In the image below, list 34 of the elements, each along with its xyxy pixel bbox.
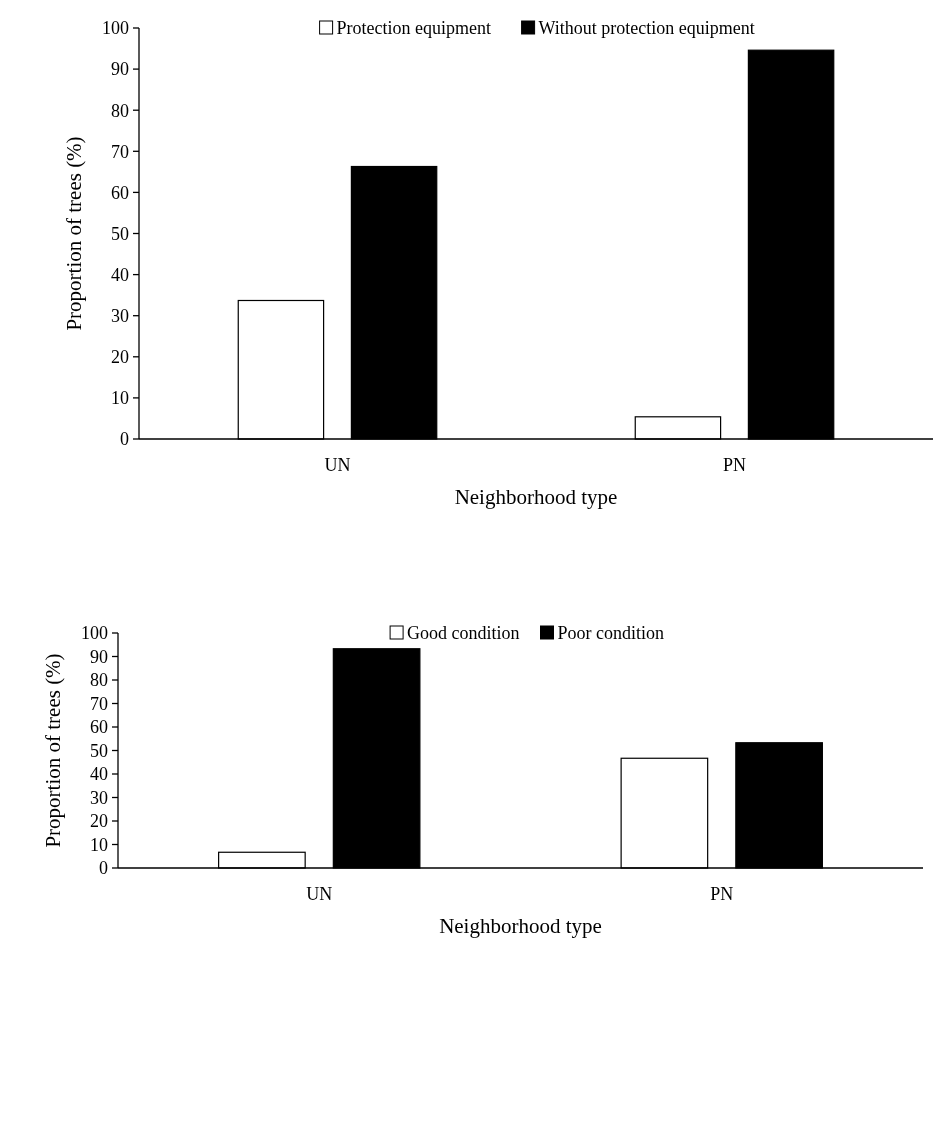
y-tick-label: 40 bbox=[111, 264, 129, 285]
y-axis-title: Proportion of trees (%) bbox=[62, 136, 86, 331]
y-tick-label: 80 bbox=[111, 100, 129, 121]
y-tick-label: 70 bbox=[111, 141, 129, 162]
y-tick-label: 60 bbox=[111, 182, 129, 203]
x-tick-label: PN bbox=[710, 884, 734, 904]
y-tick-label: 0 bbox=[120, 429, 129, 450]
x-tick-label: UN bbox=[324, 455, 351, 475]
x-axis-title: Neighborhood type bbox=[439, 914, 602, 938]
y-tick-label: 60 bbox=[90, 717, 108, 738]
y-tick-label: 80 bbox=[90, 670, 108, 691]
y-tick-label: 50 bbox=[90, 740, 108, 761]
y-tick-label: 50 bbox=[111, 223, 129, 244]
legend-label: Without protection equipment bbox=[538, 18, 755, 39]
y-axis-title: Proportion of trees (%) bbox=[41, 653, 65, 848]
y-tick-label: 70 bbox=[90, 693, 108, 714]
y-tick-label: 20 bbox=[90, 811, 108, 832]
y-tick-label: 10 bbox=[90, 834, 108, 855]
y-tick-label: 10 bbox=[111, 388, 129, 409]
y-tick-label: 90 bbox=[111, 59, 129, 80]
x-axis-title: Neighborhood type bbox=[454, 485, 618, 509]
y-tick-label: 100 bbox=[102, 18, 129, 39]
y-tick-label: 90 bbox=[90, 646, 108, 667]
y-tick-label: 30 bbox=[90, 787, 108, 808]
legend-label: Good condition bbox=[407, 623, 520, 644]
x-tick-label: UN bbox=[306, 884, 333, 904]
y-tick-label: 30 bbox=[111, 306, 129, 326]
x-tick-label: PN bbox=[722, 455, 747, 475]
y-tick-label: 20 bbox=[111, 347, 129, 368]
y-tick-label: 0 bbox=[99, 858, 108, 879]
y-tick-label: 100 bbox=[81, 623, 108, 644]
y-tick-label: 40 bbox=[90, 764, 108, 785]
legend-label: Protection equipment bbox=[336, 18, 492, 39]
legend-label: Poor condition bbox=[557, 623, 664, 644]
